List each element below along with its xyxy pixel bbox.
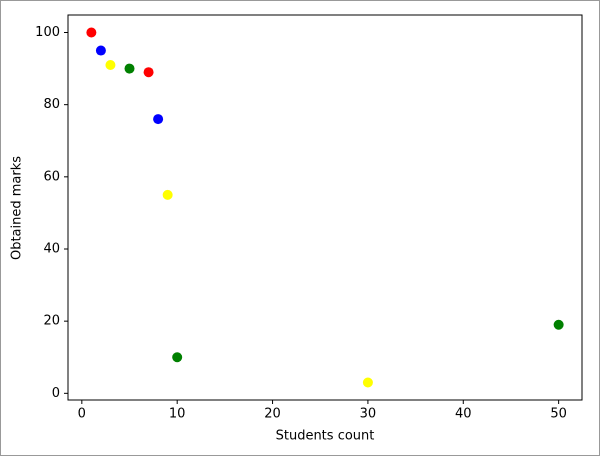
point [553, 319, 564, 330]
x-tick-label: 10 [169, 407, 186, 422]
point [95, 45, 106, 56]
point [162, 189, 173, 200]
x-tick-label: 30 [360, 407, 377, 422]
x-tick-label: 40 [455, 407, 472, 422]
x-tick-label: 50 [550, 407, 567, 422]
point [362, 377, 373, 388]
y-tick-label: 0 [52, 386, 60, 401]
x-axis-label: Students count [276, 429, 375, 444]
y-tick-label: 80 [43, 97, 60, 112]
point [153, 114, 164, 125]
y-axis-label: Obtained marks [10, 156, 25, 260]
point [124, 63, 135, 74]
plot-area [67, 14, 583, 401]
point [86, 27, 97, 38]
point [172, 352, 183, 363]
point [143, 67, 154, 78]
y-tick-label: 20 [43, 314, 60, 329]
y-tick-label: 100 [35, 25, 60, 40]
y-tick-label: 60 [43, 169, 60, 184]
x-tick-label: 0 [78, 407, 86, 422]
point [105, 59, 116, 70]
y-tick-label: 40 [43, 241, 60, 256]
x-tick-label: 20 [264, 407, 281, 422]
